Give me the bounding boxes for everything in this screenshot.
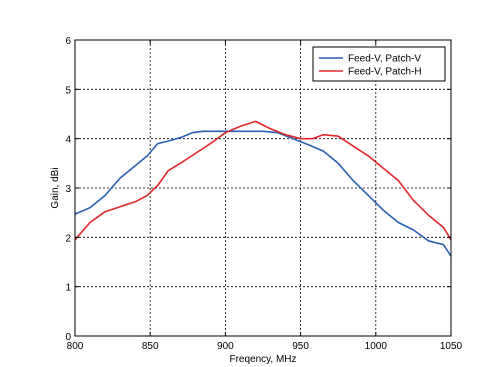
legend: Feed-V, Patch-V Feed-V, Patch-H (312, 46, 446, 82)
y-tick-label: 6 (65, 36, 71, 47)
y-tick-label: 3 (65, 184, 71, 195)
y-tick-label: 2 (65, 233, 71, 244)
legend-box (312, 46, 446, 82)
series-line-2 (74, 120, 452, 241)
y-axis-label: Gain, dBi (50, 167, 61, 208)
x-tick-label: 800 (67, 341, 84, 352)
y-tick-label: 1 (65, 283, 71, 294)
series-layer (74, 120, 452, 257)
grid-lines (75, 40, 451, 336)
legend-entry-label: Feed-V, Patch-H (348, 67, 422, 78)
x-tick-label: 1050 (440, 341, 463, 352)
y-tick-label: 0 (65, 332, 71, 343)
y-tick-label: 4 (65, 135, 71, 146)
series-line-1 (74, 130, 452, 257)
x-tick-label: 950 (292, 341, 309, 352)
x-tick-label: 850 (142, 341, 159, 352)
axis-ticks: 800 850 900 950 1000 1050 0 1 2 3 4 5 6 (65, 36, 462, 352)
x-axis-label: Freqency, MHz (229, 354, 296, 365)
y-tick-label: 5 (65, 85, 71, 96)
x-tick-label: 900 (217, 341, 234, 352)
legend-entry-label: Feed-V, Patch-V (348, 54, 421, 65)
x-tick-label: 1000 (365, 341, 388, 352)
